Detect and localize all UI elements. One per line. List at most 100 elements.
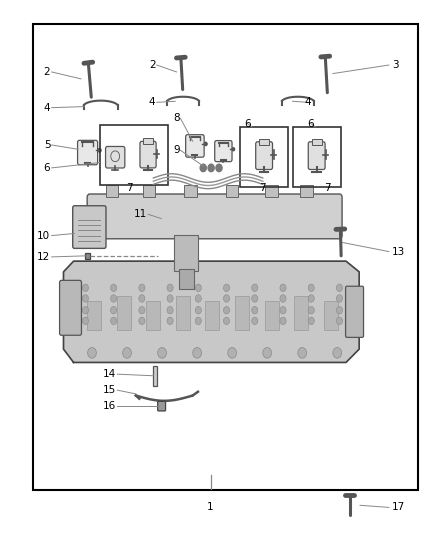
Bar [146, 301, 160, 330]
Text: 2: 2 [44, 67, 50, 77]
Circle shape [263, 348, 272, 358]
Circle shape [195, 317, 201, 325]
Circle shape [216, 164, 222, 172]
Circle shape [195, 284, 201, 292]
Circle shape [123, 348, 131, 358]
Text: 3: 3 [392, 60, 399, 70]
Bar [179, 269, 194, 289]
FancyBboxPatch shape [308, 142, 325, 169]
Circle shape [139, 295, 145, 302]
Circle shape [167, 317, 173, 325]
Circle shape [193, 348, 201, 358]
Circle shape [308, 284, 314, 292]
Circle shape [139, 317, 145, 325]
Circle shape [158, 348, 166, 358]
Bar [153, 366, 157, 386]
Text: 12: 12 [37, 252, 50, 262]
Circle shape [110, 317, 117, 325]
Text: 14: 14 [103, 369, 116, 379]
Circle shape [280, 306, 286, 314]
FancyBboxPatch shape [158, 401, 166, 411]
Circle shape [252, 295, 258, 302]
Text: 4: 4 [44, 103, 50, 112]
Bar [143, 139, 153, 144]
Circle shape [308, 295, 314, 302]
Text: 2: 2 [149, 60, 155, 70]
Circle shape [167, 306, 173, 314]
Circle shape [139, 306, 145, 314]
Circle shape [195, 295, 201, 302]
Text: 9: 9 [173, 146, 180, 155]
Circle shape [110, 295, 117, 302]
Circle shape [308, 306, 314, 314]
Bar [205, 301, 219, 330]
Bar [265, 301, 279, 330]
Text: 4: 4 [304, 98, 311, 107]
Bar [85, 253, 90, 259]
Bar [106, 185, 118, 197]
Circle shape [195, 306, 201, 314]
Circle shape [336, 284, 343, 292]
Circle shape [110, 284, 117, 292]
Bar [174, 235, 198, 271]
FancyBboxPatch shape [60, 280, 81, 335]
Circle shape [280, 317, 286, 325]
Bar [143, 185, 155, 197]
Circle shape [167, 284, 173, 292]
Circle shape [252, 317, 258, 325]
Circle shape [280, 284, 286, 292]
Bar [226, 185, 238, 197]
Circle shape [205, 142, 207, 146]
Circle shape [336, 295, 343, 302]
Text: 7: 7 [258, 183, 265, 192]
Bar [324, 301, 338, 330]
Circle shape [252, 284, 258, 292]
Circle shape [167, 295, 173, 302]
Text: 6: 6 [307, 119, 314, 128]
Bar [176, 296, 190, 330]
Text: 7: 7 [324, 183, 331, 192]
Text: 15: 15 [103, 385, 116, 395]
Text: 16: 16 [103, 401, 116, 411]
FancyBboxPatch shape [215, 141, 232, 161]
Bar [100, 125, 168, 185]
Text: 8: 8 [173, 114, 180, 123]
FancyBboxPatch shape [256, 142, 272, 169]
Circle shape [82, 306, 88, 314]
Text: 6: 6 [244, 119, 251, 128]
Circle shape [82, 295, 88, 302]
Circle shape [280, 295, 286, 302]
Text: 7: 7 [126, 183, 133, 192]
Circle shape [252, 306, 258, 314]
FancyBboxPatch shape [140, 141, 156, 168]
Bar [184, 185, 197, 197]
Bar [293, 127, 341, 187]
Text: 17: 17 [392, 503, 405, 512]
FancyBboxPatch shape [186, 135, 204, 157]
Circle shape [223, 295, 230, 302]
Circle shape [110, 306, 117, 314]
Circle shape [336, 306, 343, 314]
Circle shape [98, 149, 101, 152]
Bar [312, 139, 321, 145]
Bar [265, 185, 278, 197]
Bar [33, 24, 418, 490]
Bar [294, 296, 308, 330]
FancyBboxPatch shape [106, 147, 125, 168]
Circle shape [232, 148, 235, 151]
Circle shape [333, 348, 342, 358]
Bar [87, 301, 101, 330]
Circle shape [200, 164, 206, 172]
Text: 5: 5 [44, 140, 50, 150]
Circle shape [223, 306, 230, 314]
Polygon shape [64, 261, 359, 362]
Circle shape [223, 317, 230, 325]
Circle shape [88, 348, 96, 358]
FancyBboxPatch shape [87, 194, 342, 239]
Bar [117, 296, 131, 330]
Text: 6: 6 [44, 163, 50, 173]
Text: 1: 1 [207, 503, 214, 512]
Text: 13: 13 [392, 247, 405, 256]
Bar [235, 296, 249, 330]
Circle shape [139, 284, 145, 292]
